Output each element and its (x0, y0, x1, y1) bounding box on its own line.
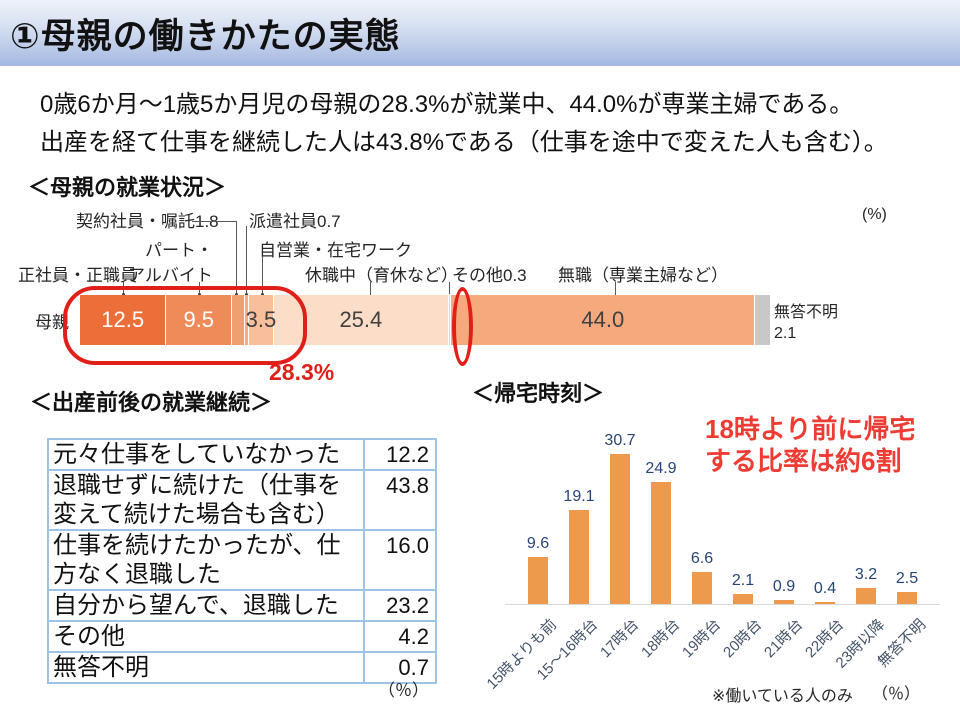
table-row: 自分から望んで、退職した 23.2 (47, 589, 437, 622)
row-value: 4.2 (363, 620, 437, 653)
kitaku-bar-value: 3.2 (854, 566, 878, 584)
kitaku-bars: 9.6 19.1 30.7 24.9 6.6 2.1 0.9 0.4 3.2 2.5 (518, 432, 930, 604)
kitaku-footnote: ※働いている人のみ (712, 688, 853, 705)
leader-line (615, 282, 616, 298)
callout-jiei: 自営業・在宅ワーク (259, 241, 412, 260)
bar-segment-sonota (449, 295, 452, 345)
table-row: 仕事を続けたかったが、仕方なく退職した 16.0 (47, 529, 437, 591)
kitaku-bar-value: 19.1 (563, 488, 595, 506)
kitaku-bar-value: 24.9 (645, 460, 677, 477)
row-label: 元々仕事をしていなかった (47, 438, 365, 471)
kitaku-bar-value: 6.6 (690, 549, 714, 567)
callout-seishain: 正社員・正職員 (18, 266, 137, 285)
kitaku-bar-value: 2.5 (895, 569, 919, 587)
segment-value: 9.5 (183, 307, 215, 332)
leader-dot (235, 293, 238, 296)
leader-line (262, 256, 263, 294)
segment-value: 3.5 (245, 307, 277, 332)
employment-bar: 12.5 9.5 3.5 25.4 44.0 (80, 295, 770, 345)
row-value: 16.0 (363, 529, 437, 591)
callout-mushoku: 無職（専業主婦など） (558, 266, 728, 285)
kitaku-bar-value: 9.6 (526, 534, 550, 552)
employment-row-label: 母親 (35, 313, 69, 332)
employment-unit-label: (%) (862, 206, 887, 223)
row-value: 23.2 (363, 589, 437, 622)
kitaku-bar-value: 0.9 (772, 577, 796, 595)
callout-sonota: その他0.3 (452, 266, 527, 285)
kitaku-bar-7 (774, 599, 794, 604)
bar-segment-keiyaku (232, 295, 245, 345)
segment-value: 12.5 (101, 307, 145, 332)
bar-segment-haken (244, 295, 250, 345)
kitaku-bar-8 (815, 602, 835, 604)
intro-line-2: 出産を経て仕事を継続した人は43.8%である（仕事を途中で変えた人も含む）。 (40, 129, 888, 156)
kitaku-bar-5 (692, 571, 712, 604)
kitaku-annotation: 18時より前に帰宅 する比率は約6割 (705, 413, 915, 477)
leader-line (236, 221, 237, 294)
kitaku-annotation-line2: する比率は約6割 (705, 446, 902, 476)
table-row: 元々仕事をしていなかった 12.2 (47, 438, 437, 471)
kitaku-bar-10 (897, 591, 917, 604)
leader-dot (261, 293, 264, 296)
highlight-circle-28 (63, 286, 307, 365)
callout-kyushoku: 休職中（育休など） (305, 266, 458, 285)
kitaku-bar-2 (569, 510, 589, 604)
highlight-divider-oval (452, 287, 473, 366)
table-row: その他 4.2 (47, 620, 437, 653)
leader-dot (198, 293, 201, 296)
callout-part-2: アルバイト (128, 266, 213, 285)
title-bar: ①母親の働きかたの実態 (0, 0, 960, 66)
leader-dot (245, 293, 248, 296)
segment-value: 25.4 (339, 307, 383, 332)
kitaku-section-heading: ＜帰宅時刻＞ (472, 381, 605, 406)
no-answer-label: 無答不明 2.1 (774, 302, 838, 344)
no-answer-text: 無答不明 (774, 304, 839, 321)
bar-segment-jiei: 3.5 (246, 295, 276, 345)
row-value: 0.7 (363, 651, 437, 684)
bar-segment-mutou (755, 295, 770, 345)
kitaku-annotation-line1: 18時より前に帰宅 (705, 414, 916, 444)
kitaku-bar-6 (733, 593, 753, 604)
kitaku-axis-line (505, 604, 940, 605)
leader-line (246, 226, 247, 294)
table-row: 退職せずに続けた（仕事を変えて続けた場合も含む） 43.8 (47, 469, 437, 531)
callout-haken: 派遣社員0.7 (249, 212, 341, 231)
kitaku-bar-1 (528, 556, 548, 604)
row-label: その他 (47, 620, 365, 653)
row-label: 自分から望んで、退職した (47, 589, 365, 622)
table-unit-label: （％） (378, 681, 429, 700)
callout-keiyaku: 契約社員・嘱託1.8 (76, 212, 219, 231)
row-value: 12.2 (363, 438, 437, 471)
continuation-table: 元々仕事をしていなかった 12.2 退職せずに続けた（仕事を変えて続けた場合も含… (47, 438, 437, 684)
intro-line-1: 0歳6か月～1歳5か月児の母親の28.3%が就業中、44.0%が専業主婦である。 (40, 91, 854, 118)
kitaku-bar-3 (610, 453, 630, 604)
kitaku-bar-4 (651, 482, 671, 604)
page-title: ①母親の働きかたの実態 (10, 16, 401, 56)
bar-segment-part: 9.5 (166, 295, 233, 345)
row-value: 43.8 (363, 469, 437, 531)
row-label: 無答不明 (47, 651, 365, 684)
continuation-section-heading: ＜出産前後の就業継続＞ (30, 390, 273, 415)
kitaku-bar-value: 2.1 (731, 571, 755, 589)
intro-text: 0歳6か月～1歳5か月児の母親の28.3%が就業中、44.0%が専業主婦である。… (40, 86, 888, 162)
employment-section-heading: ＜母親の就業状況＞ (28, 175, 227, 200)
kitaku-bar-value: 30.7 (604, 431, 636, 449)
callout-part-1: パート・ (145, 241, 213, 260)
kitaku-bar-value: 0.4 (813, 580, 837, 597)
leader-line (449, 282, 450, 294)
no-answer-value: 2.1 (774, 325, 797, 342)
kitaku-unit-label: （％） (872, 686, 921, 703)
bar-segment-mushoku: 44.0 (451, 295, 756, 345)
table-row: 無答不明 0.7 (47, 651, 437, 684)
leader-line (192, 221, 236, 222)
row-label: 退職せずに続けた（仕事を変えて続けた場合も含む） (47, 469, 365, 531)
kitaku-bar-9 (856, 588, 876, 604)
segment-value: 44.0 (581, 307, 625, 332)
row-label: 仕事を続けたかったが、仕方なく退職した (47, 529, 365, 591)
leader-dot (122, 293, 125, 296)
leader-line (370, 282, 371, 296)
